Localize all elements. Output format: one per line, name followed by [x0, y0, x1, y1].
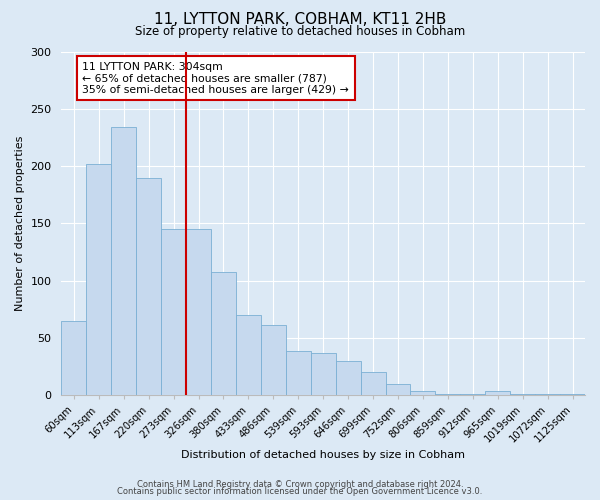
- Bar: [410, 390, 436, 396]
- Bar: [311, 353, 335, 396]
- Bar: [61, 321, 86, 396]
- Bar: [286, 350, 311, 396]
- Text: 11 LYTTON PARK: 304sqm
← 65% of detached houses are smaller (787)
35% of semi-de: 11 LYTTON PARK: 304sqm ← 65% of detached…: [82, 62, 349, 95]
- Text: 11, LYTTON PARK, COBHAM, KT11 2HB: 11, LYTTON PARK, COBHAM, KT11 2HB: [154, 12, 446, 28]
- Text: Contains HM Land Registry data © Crown copyright and database right 2024.: Contains HM Land Registry data © Crown c…: [137, 480, 463, 489]
- Bar: [161, 229, 186, 396]
- Bar: [111, 127, 136, 396]
- Y-axis label: Number of detached properties: Number of detached properties: [15, 136, 25, 311]
- Text: Size of property relative to detached houses in Cobham: Size of property relative to detached ho…: [135, 25, 465, 38]
- Bar: [510, 394, 535, 396]
- Bar: [335, 361, 361, 396]
- Bar: [560, 394, 585, 396]
- Bar: [86, 164, 111, 396]
- Bar: [236, 315, 261, 396]
- Text: Contains public sector information licensed under the Open Government Licence v3: Contains public sector information licen…: [118, 487, 482, 496]
- Bar: [136, 178, 161, 396]
- Bar: [535, 394, 560, 396]
- Bar: [460, 394, 485, 396]
- Bar: [436, 394, 460, 396]
- Bar: [485, 390, 510, 396]
- Bar: [261, 326, 286, 396]
- Bar: [361, 372, 386, 396]
- Bar: [211, 272, 236, 396]
- X-axis label: Distribution of detached houses by size in Cobham: Distribution of detached houses by size …: [181, 450, 465, 460]
- Bar: [186, 229, 211, 396]
- Bar: [386, 384, 410, 396]
